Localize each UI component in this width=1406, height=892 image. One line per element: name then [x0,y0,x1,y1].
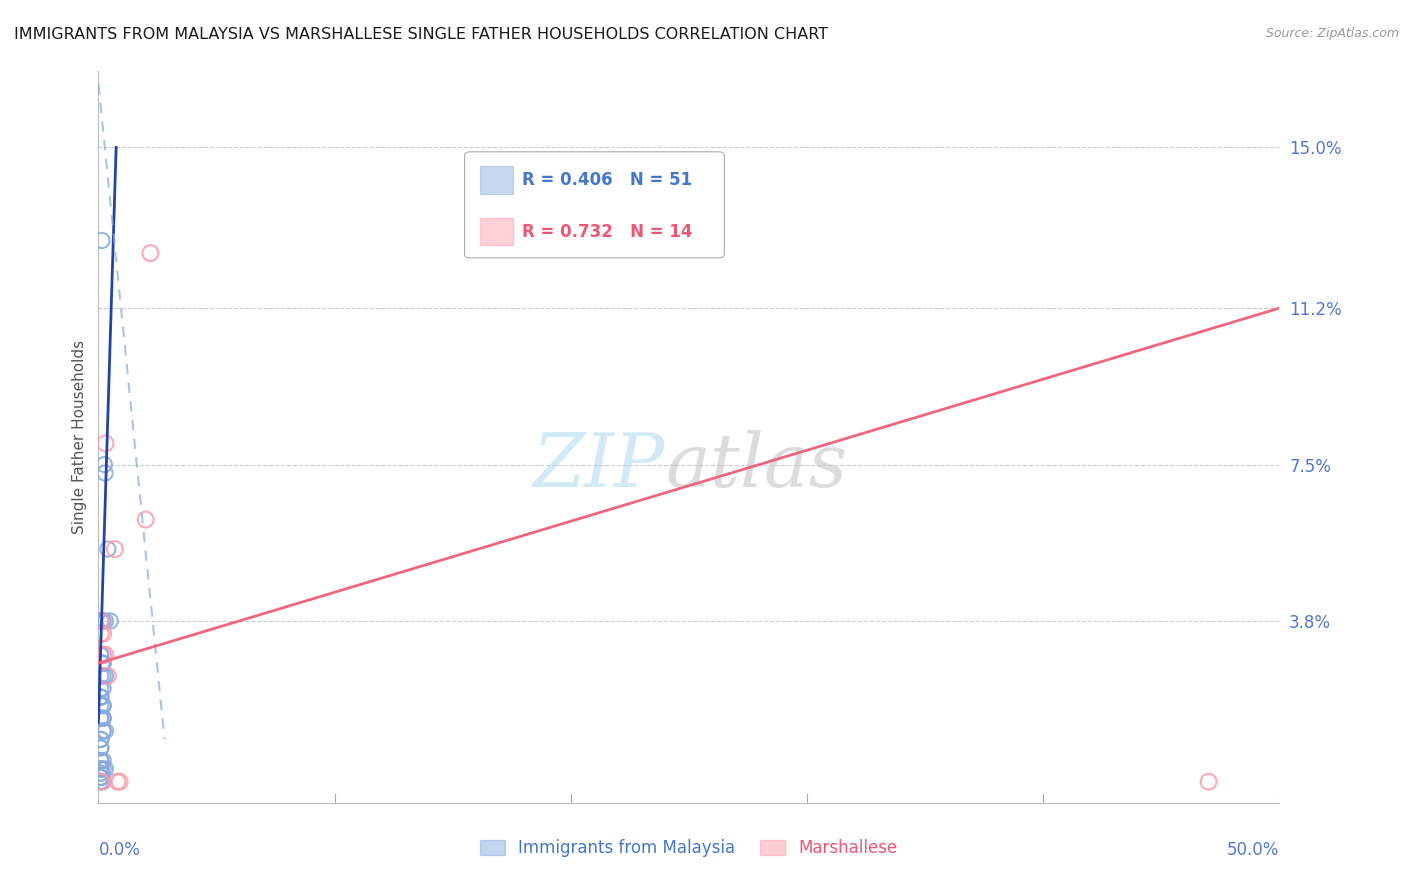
Y-axis label: Single Father Households: Single Father Households [72,340,87,534]
Text: atlas: atlas [665,430,848,502]
Point [91,657,114,671]
FancyBboxPatch shape [464,152,724,258]
Point [90,648,112,662]
Point [90,774,112,789]
Point [90,754,112,768]
Point [1198,774,1220,789]
Point [97,542,120,557]
Point [90,711,112,725]
Point [94,466,117,480]
Point [91,648,114,662]
Point [90,740,112,755]
Text: R = 0.732   N = 14: R = 0.732 N = 14 [523,222,693,241]
Point [108,774,131,789]
Point [91,234,114,248]
Point [90,771,112,785]
Point [91,711,114,725]
Text: 0.0%: 0.0% [98,841,141,859]
Point [90,698,112,713]
Point [90,669,112,683]
Point [90,711,112,725]
Point [94,669,117,683]
Point [90,690,112,705]
Point [91,698,114,713]
Point [91,774,114,789]
Point [91,657,114,671]
Point [91,669,114,683]
Point [91,626,114,640]
Point [90,648,112,662]
Point [94,436,117,450]
Point [90,614,112,628]
Text: ZIP: ZIP [533,430,665,502]
Text: R = 0.406   N = 51: R = 0.406 N = 51 [523,170,693,188]
Point [94,614,117,628]
Point [135,512,157,526]
Point [104,542,127,557]
Point [90,766,112,780]
Point [91,681,114,696]
Point [90,754,112,768]
Point [94,723,117,738]
Point [93,458,115,472]
Point [91,723,114,738]
Point [91,762,114,776]
Point [90,690,112,705]
Point [94,762,117,776]
Point [90,766,112,780]
Point [97,669,120,683]
Point [94,648,117,662]
Point [91,698,114,713]
Point [90,681,112,696]
Point [90,732,112,747]
Text: 50.0%: 50.0% [1227,841,1279,859]
FancyBboxPatch shape [479,166,513,194]
Point [90,762,112,776]
Point [91,614,114,628]
Point [139,246,162,260]
Point [90,774,112,789]
Point [90,771,112,785]
Point [90,762,112,776]
Text: Source: ZipAtlas.com: Source: ZipAtlas.com [1265,27,1399,40]
Point [90,774,112,789]
Text: IMMIGRANTS FROM MALAYSIA VS MARSHALLESE SINGLE FATHER HOUSEHOLDS CORRELATION CHA: IMMIGRANTS FROM MALAYSIA VS MARSHALLESE … [14,27,828,42]
Point [91,754,114,768]
Point [90,690,112,705]
Point [90,771,112,785]
Point [105,774,128,789]
Point [91,614,114,628]
Legend: Immigrants from Malaysia, Marshallese: Immigrants from Malaysia, Marshallese [474,832,904,864]
Point [90,626,112,640]
Point [90,740,112,755]
Point [91,723,114,738]
Point [90,614,112,628]
Point [91,657,114,671]
FancyBboxPatch shape [479,218,513,245]
Point [90,732,112,747]
Point [98,614,121,628]
Point [91,711,114,725]
